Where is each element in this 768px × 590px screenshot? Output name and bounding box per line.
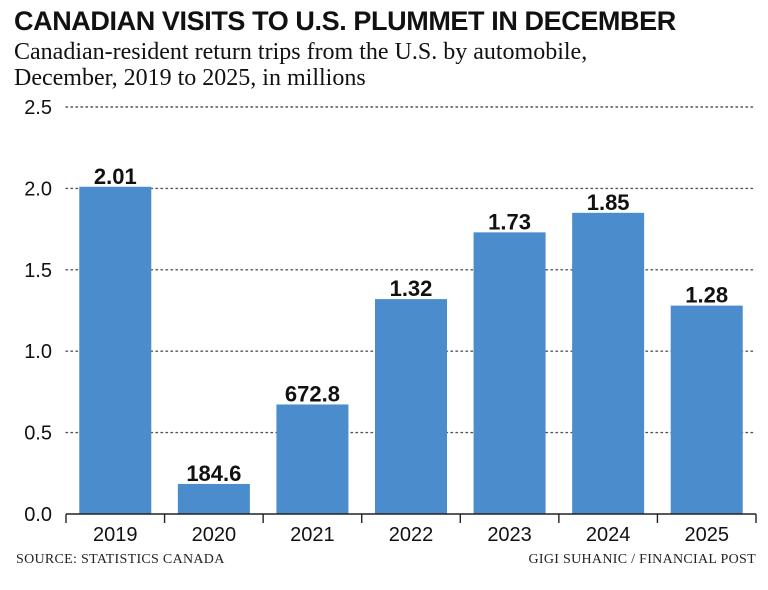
x-axis bbox=[65, 513, 757, 523]
y-tick-label: 0.5 bbox=[24, 423, 52, 445]
data-label-2022: 1.32 bbox=[390, 276, 433, 301]
y-tick-label: 2.5 bbox=[24, 97, 52, 119]
x-tick-label-2021: 2021 bbox=[290, 524, 335, 546]
y-tick-label: 0.0 bbox=[24, 504, 52, 526]
data-label-2025: 1.28 bbox=[685, 283, 728, 308]
x-tick-label-2023: 2023 bbox=[487, 524, 532, 546]
data-label-2019: 2.01 bbox=[94, 164, 137, 189]
x-tick-label-2020: 2020 bbox=[192, 524, 237, 546]
y-tick-label: 1.5 bbox=[24, 260, 52, 282]
data-label-2023: 1.73 bbox=[488, 209, 531, 234]
data-label-2020: 184.6 bbox=[186, 461, 241, 486]
data-label-2021: 672.8 bbox=[285, 381, 340, 406]
x-tick-label-2025: 2025 bbox=[684, 524, 729, 546]
x-tick-label-2022: 2022 bbox=[389, 524, 434, 546]
x-axis-category-labels: 2019 2020 2021 2022 2023 2024 2025 bbox=[93, 524, 729, 546]
data-labels: 2.01 184.6 672.8 1.32 1.73 1.85 1.28 bbox=[94, 164, 728, 486]
chart-title: CANADIAN VISITS TO U.S. PLUMMET IN DECEM… bbox=[14, 6, 676, 36]
bar-2022 bbox=[375, 299, 447, 514]
bars bbox=[79, 186, 743, 514]
bar-2025 bbox=[670, 305, 743, 514]
source-note: SOURCE: STATISTICS CANADA bbox=[16, 552, 225, 567]
y-tick-label: 2.0 bbox=[24, 178, 52, 200]
bar-2019 bbox=[79, 186, 152, 514]
bar-2021 bbox=[276, 404, 349, 514]
bar-2020 bbox=[177, 483, 250, 514]
x-tick-label-2024: 2024 bbox=[586, 524, 631, 546]
x-tick-label-2019: 2019 bbox=[93, 524, 138, 546]
data-label-2024: 1.85 bbox=[587, 190, 630, 215]
subtitle-line-2: December, 2019 to 2025, in millions bbox=[14, 65, 366, 91]
bar-2023 bbox=[473, 232, 546, 514]
bar-2024 bbox=[572, 212, 645, 514]
y-tick-label: 1.0 bbox=[24, 341, 52, 363]
subtitle-line-1: Canadian-resident return trips from the … bbox=[14, 39, 588, 65]
chart-subtitle: Canadian-resident return trips from the … bbox=[14, 39, 754, 91]
y-axis-tick-labels: 0.0 0.5 1.0 1.5 2.0 2.5 bbox=[24, 97, 52, 526]
credit-note: GIGI SUHANIC / FINANCIAL POST bbox=[528, 552, 756, 567]
